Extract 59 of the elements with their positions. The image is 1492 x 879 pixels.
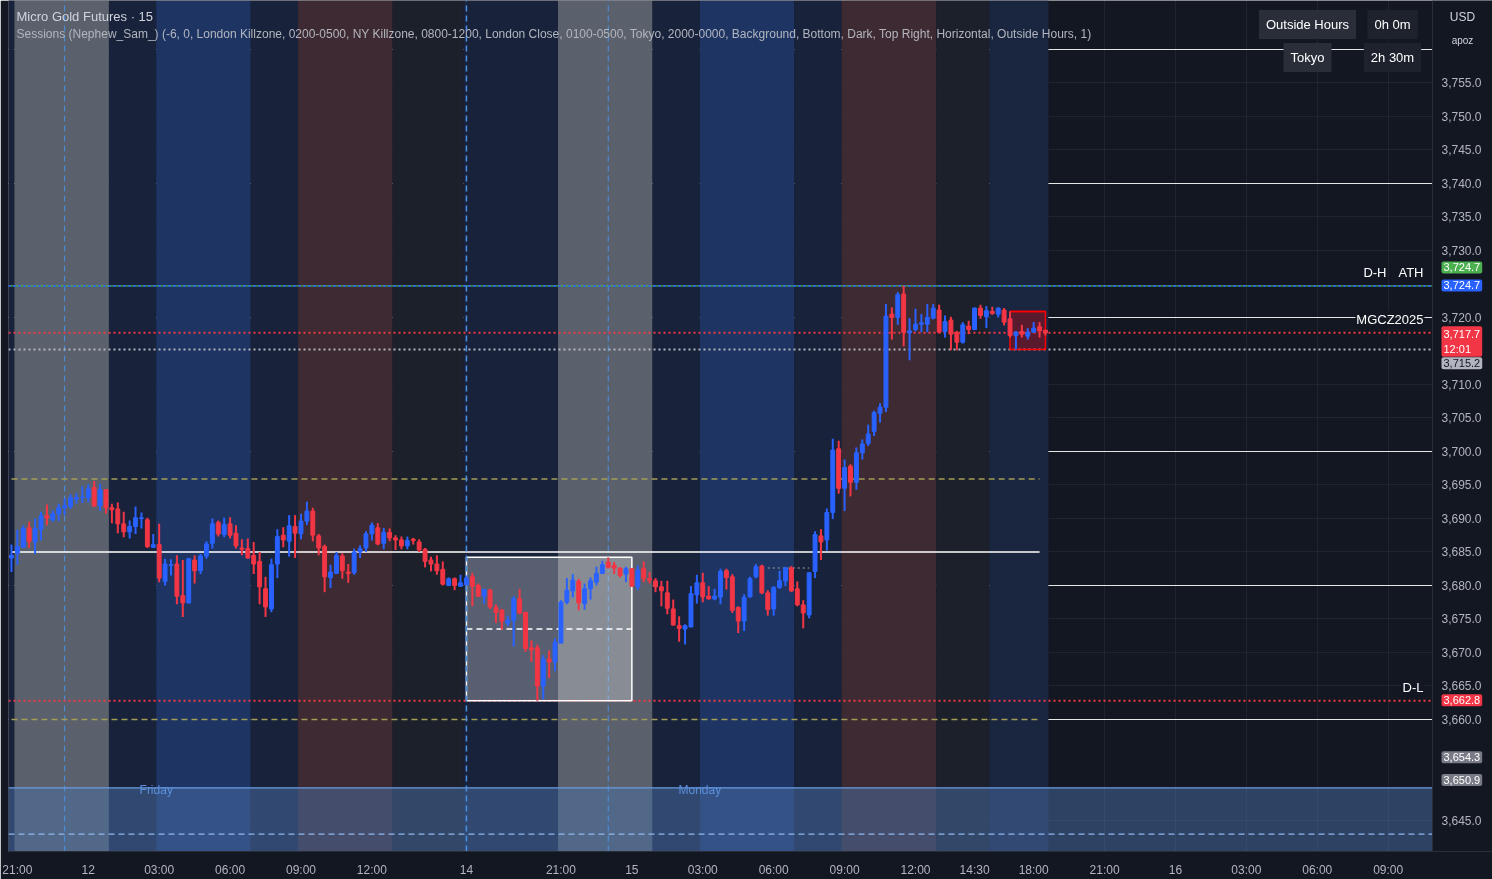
- y-tick-label: 3,680.0: [1441, 578, 1482, 593]
- x-tick-label: 21:00: [1089, 862, 1120, 877]
- y-tick-label: 3,700.0: [1441, 444, 1482, 459]
- annotation: Friday: [139, 782, 173, 797]
- text: USD: [1449, 9, 1476, 24]
- y-tick-label: 3,745.0: [1441, 143, 1482, 158]
- annotation: D-L: [1402, 679, 1424, 695]
- y-tick-label: 3,650.9: [1443, 773, 1481, 786]
- y-tick-label: 3,675.0: [1441, 612, 1482, 627]
- annotation: 2h 30m: [1370, 50, 1415, 65]
- text: apoz: [1451, 35, 1474, 46]
- y-tick-label: 3,695.0: [1441, 478, 1482, 493]
- annotation: Monday: [678, 782, 722, 797]
- annotation: Outside Hours: [1265, 17, 1350, 32]
- x-tick-label: 14:30: [959, 862, 990, 877]
- x-tick-label: 03:00: [144, 862, 175, 877]
- annotation: Tokyo: [1290, 50, 1325, 65]
- x-tick-label: 09:00: [285, 862, 317, 877]
- x-tick-label: 21:00: [545, 862, 577, 877]
- y-tick-label: 3,735.0: [1441, 210, 1482, 225]
- x-tick-label: 21:00: [2, 862, 33, 877]
- ref-line-label: 3,662.8: [1443, 694, 1481, 707]
- x-tick-label: 06:00: [1302, 862, 1333, 877]
- y-tick-label: 3,710.0: [1441, 377, 1482, 392]
- x-tick-label: 12:00: [900, 862, 931, 877]
- ref-line-label: 3,724.7: [1443, 261, 1481, 274]
- y-tick-label: 3,690.0: [1441, 511, 1482, 526]
- x-tick-label: 06:00: [758, 862, 790, 877]
- x-tick-label: 12: [81, 862, 96, 877]
- x-tick-label: 12:00: [356, 862, 388, 877]
- y-tick-label: 3,755.0: [1441, 76, 1482, 91]
- annotation: 0h 0m: [1374, 17, 1411, 32]
- ref-line-label: 3,715.2: [1443, 357, 1481, 370]
- y-tick-label: 3,670.0: [1441, 645, 1482, 660]
- x-tick-label: 14: [459, 862, 474, 877]
- x-tick-label: 03:00: [687, 862, 719, 877]
- x-tick-label: 16: [1168, 862, 1183, 877]
- ref-line-label: 3,717.7 12:01: [1443, 328, 1481, 355]
- y-tick-label: 3,645.0: [1441, 813, 1482, 828]
- x-tick-label: 03:00: [1231, 862, 1262, 877]
- y-tick-label: 3,685.0: [1441, 545, 1482, 560]
- y-tick-label: 3,750.0: [1441, 109, 1482, 124]
- y-tick-label: 3,660.0: [1441, 712, 1482, 727]
- y-tick-label: 3,740.0: [1441, 176, 1482, 191]
- annotation: ATH: [1398, 264, 1424, 280]
- y-tick-label: 3,720.0: [1441, 310, 1482, 325]
- y-tick-label: 3,705.0: [1441, 411, 1482, 426]
- x-tick-label: 09:00: [1373, 862, 1404, 877]
- x-tick-label: 09:00: [829, 862, 860, 877]
- y-tick-label: 3,730.0: [1441, 243, 1482, 258]
- text: Micro Gold Futures · 15: [16, 9, 154, 24]
- annotation: MGCZ2025: [1356, 311, 1424, 327]
- x-tick-label: 06:00: [215, 862, 246, 877]
- y-tick-label: 3,654.3: [1443, 751, 1481, 764]
- y-tick-label: 3,665.0: [1441, 679, 1482, 694]
- x-tick-label: 18:00: [1018, 862, 1049, 877]
- annotation: D-H: [1363, 264, 1387, 280]
- ref-line-label: 3,724.7: [1443, 279, 1481, 292]
- x-tick-label: 15: [625, 862, 639, 877]
